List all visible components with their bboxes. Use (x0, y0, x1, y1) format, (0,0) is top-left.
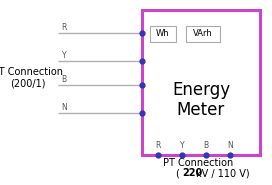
Text: Y: Y (62, 51, 66, 60)
Text: Wh: Wh (156, 29, 170, 38)
Text: B: B (61, 75, 67, 85)
Text: R: R (155, 140, 161, 149)
Text: Y: Y (180, 140, 184, 149)
Text: 220: 220 (182, 168, 202, 178)
Bar (142, 10, 260, 155)
Text: Energy
Meter: Energy Meter (172, 81, 230, 119)
Text: CT Connection
(200/1): CT Connection (200/1) (0, 67, 63, 88)
Text: N: N (61, 103, 67, 112)
Text: N: N (227, 140, 233, 149)
Text: VArh: VArh (193, 29, 213, 38)
Text: PT Connection: PT Connection (163, 158, 233, 168)
Text: (: ( (176, 168, 186, 178)
Text: B: B (203, 140, 209, 149)
Text: kV / 110 V): kV / 110 V) (196, 168, 250, 178)
Text: R: R (61, 23, 67, 33)
Bar (186, 26, 220, 42)
Bar (150, 26, 176, 42)
